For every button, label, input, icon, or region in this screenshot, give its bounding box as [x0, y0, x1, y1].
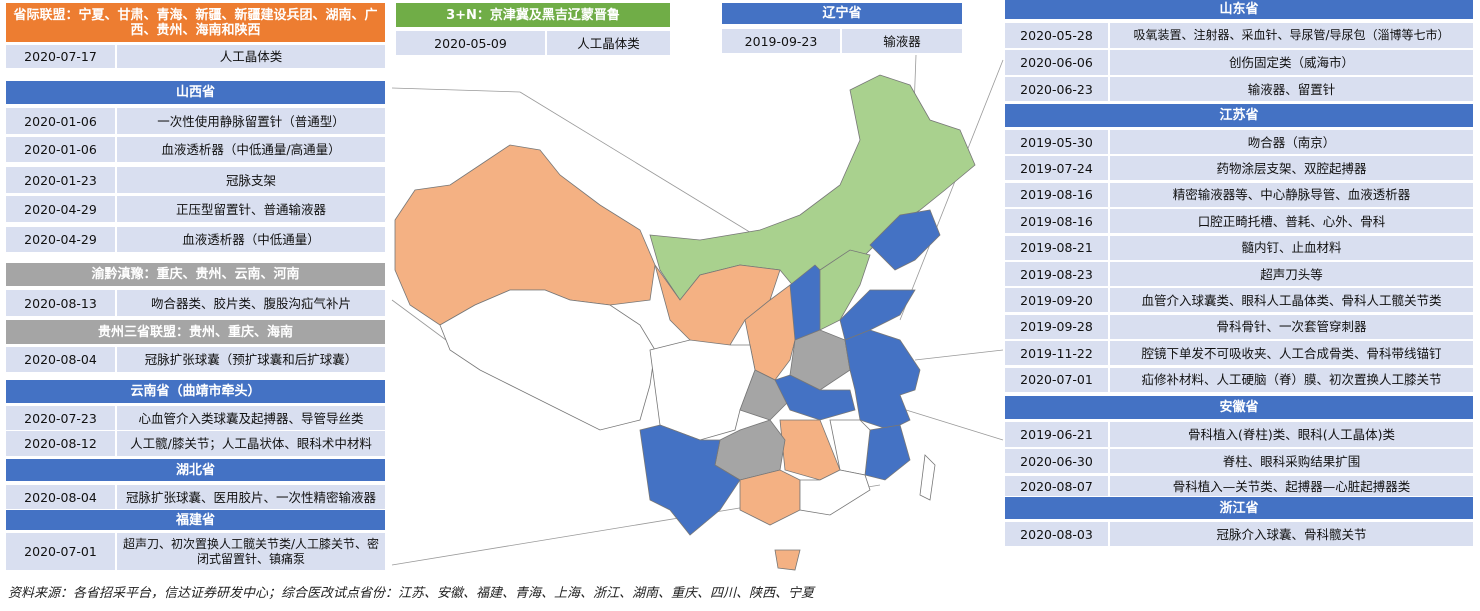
row-date: 2019-07-24	[1005, 156, 1108, 181]
panel-title: 山东省	[1005, 0, 1473, 19]
panel-title: 江苏省	[1005, 104, 1473, 127]
row-date: 2020-07-17	[6, 45, 115, 68]
row-item: 人工晶体类	[117, 45, 385, 68]
row-item: 骨科植入(脊柱)类、眼科(人工晶体)类	[1110, 422, 1473, 447]
row-date: 2020-07-01	[1005, 367, 1108, 392]
row-item: 人工晶体类	[547, 31, 670, 55]
row-item: 超声刀头等	[1110, 262, 1473, 286]
row-date: 2020-06-06	[1005, 50, 1108, 75]
row-item: 吸氧装置、注射器、采血针、导尿管/导尿包（淄博等七市）	[1110, 23, 1473, 48]
row-date: 2019-11-22	[1005, 341, 1108, 366]
row-item: 血液透析器（中低通量/高通量）	[117, 137, 385, 162]
row-date: 2019-09-20	[1005, 288, 1108, 313]
row-item: 正压型留置针、普通输液器	[117, 196, 385, 222]
panel-title: 云南省（曲靖市牵头）	[6, 380, 385, 403]
row-date: 2020-08-07	[1005, 476, 1108, 496]
row-item: 脊柱、眼科采购结果扩围	[1110, 449, 1473, 473]
row-item: 血液透析器（中低通量）	[117, 227, 385, 252]
row-date: 2019-08-21	[1005, 235, 1108, 260]
row-date: 2020-08-04	[6, 485, 115, 509]
row-date: 2020-05-09	[396, 31, 545, 55]
row-date: 2020-08-12	[6, 431, 115, 456]
row-item: 精密输液器等、中心静脉导管、血液透析器	[1110, 182, 1473, 207]
row-date: 2020-08-03	[1005, 522, 1108, 546]
row-date: 2019-09-28	[1005, 314, 1108, 339]
row-date: 2019-08-23	[1005, 262, 1108, 286]
panel-title: 贵州三省联盟：贵州、重庆、海南	[6, 320, 385, 344]
row-date: 2020-06-30	[1005, 449, 1108, 473]
row-item: 冠脉支架	[117, 167, 385, 193]
row-date: 2020-06-23	[1005, 77, 1108, 101]
row-item: 吻合器类、胶片类、腹股沟疝气补片	[117, 290, 385, 316]
row-date: 2020-07-23	[6, 406, 115, 430]
panel-title: 湖北省	[6, 459, 385, 481]
row-item: 血管介入球囊类、眼科人工晶体类、骨科人工髋关节类	[1110, 288, 1473, 313]
row-item: 口腔正畸托槽、普耗、心外、骨科	[1110, 209, 1473, 234]
row-date: 2020-04-29	[6, 227, 115, 252]
row-item: 输液器	[842, 29, 962, 53]
row-item: 疝修补材料、人工硬脑（脊）膜、初次置换人工膝关节	[1110, 367, 1473, 392]
row-item: 骨科骨针、一次套管穿刺器	[1110, 314, 1473, 339]
row-date: 2019-05-30	[1005, 130, 1108, 154]
row-item: 人工髋/膝关节；人工晶状体、眼科术中材料	[117, 431, 385, 456]
panel-title: 浙江省	[1005, 497, 1473, 519]
panel-title: 省际联盟：宁夏、甘肃、青海、新疆、新疆建设兵团、湖南、广西、贵州、海南和陕西	[6, 3, 385, 42]
row-item: 腔镜下单发不可吸收夹、人工合成骨类、骨科带线锚钉	[1110, 341, 1473, 366]
panel-title: 辽宁省	[722, 3, 962, 24]
row-date: 2020-08-13	[6, 290, 115, 316]
row-item: 心血管介入类球囊及起搏器、导管导丝类	[117, 406, 385, 430]
row-item: 超声刀、初次置换人工髋关节类/人工膝关节、密闭式留置针、镇痛泵	[117, 533, 385, 570]
row-item: 冠脉扩张球囊、医用胶片、一次性精密输液器	[117, 485, 385, 509]
panel-title: 安徽省	[1005, 396, 1473, 419]
row-date: 2020-01-23	[6, 167, 115, 193]
row-date: 2020-04-29	[6, 196, 115, 222]
row-item: 骨科植入—关节类、起搏器—心脏起搏器类	[1110, 476, 1473, 496]
row-date: 2020-08-04	[6, 347, 115, 372]
row-item: 输液器、留置针	[1110, 77, 1473, 101]
row-date: 2019-06-21	[1005, 422, 1108, 447]
row-date: 2020-01-06	[6, 137, 115, 162]
china-map	[394, 74, 976, 571]
row-item: 髓内钉、止血材料	[1110, 235, 1473, 260]
row-date: 2019-08-16	[1005, 182, 1108, 207]
row-item: 吻合器（南京）	[1110, 130, 1473, 154]
row-item: 创伤固定类（威海市）	[1110, 50, 1473, 75]
panel-title: 福建省	[6, 510, 385, 530]
row-date: 2019-09-23	[722, 29, 840, 53]
footer-source: 资料来源：各省招采平台，信达证券研发中心；综合医改试点省份：江苏、安徽、福建、青…	[8, 586, 815, 601]
panel-title: 3+N：京津冀及黑吉辽蒙晋鲁	[396, 3, 670, 27]
row-date: 2019-08-16	[1005, 209, 1108, 234]
row-date: 2020-07-01	[6, 533, 115, 570]
row-item: 冠脉扩张球囊（预扩球囊和后扩球囊）	[117, 347, 385, 372]
row-item: 一次性使用静脉留置针（普通型）	[117, 108, 385, 134]
panel-title: 山西省	[6, 81, 385, 104]
panel-title: 渝黔滇豫：重庆、贵州、云南、河南	[6, 263, 385, 286]
row-date: 2020-05-28	[1005, 23, 1108, 48]
row-item: 药物涂层支架、双腔起搏器	[1110, 156, 1473, 181]
row-date: 2020-01-06	[6, 108, 115, 134]
row-item: 冠脉介入球囊、骨科髋关节	[1110, 522, 1473, 546]
